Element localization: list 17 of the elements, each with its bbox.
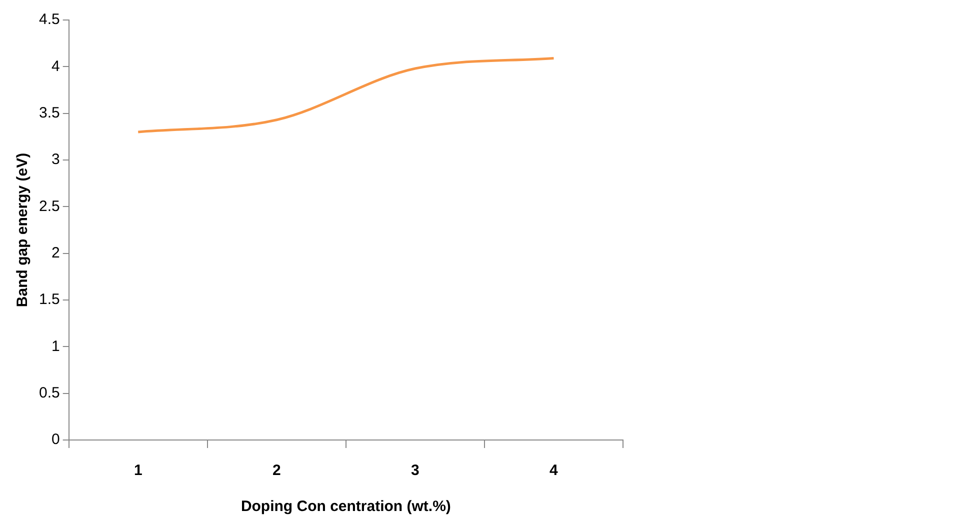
y-tick-label: 4 [52,58,60,75]
y-tick-label: 2.5 [38,198,60,215]
y-tick-label: 0.5 [38,384,60,402]
x-tick-label: 2 [272,462,281,480]
y-tick-label: 3 [52,151,60,168]
x-tick-label: 1 [134,462,142,480]
x-tick-label: 4 [550,462,559,480]
y-tick-label: 1 [52,338,60,355]
y-tick-label: 3.5 [38,104,60,122]
y-axis-title: Band gap energy (eV) [14,152,32,308]
y-tick-label: 1.5 [38,291,60,308]
x-tick-label: 3 [411,462,420,480]
y-tick-label: 2 [52,244,60,262]
y-tick-label: 0 [52,431,60,448]
y-tick-label: 4.5 [38,11,60,28]
line-series [136,57,555,134]
x-axis-title: Doping Con centration (wt.%) [240,498,451,516]
